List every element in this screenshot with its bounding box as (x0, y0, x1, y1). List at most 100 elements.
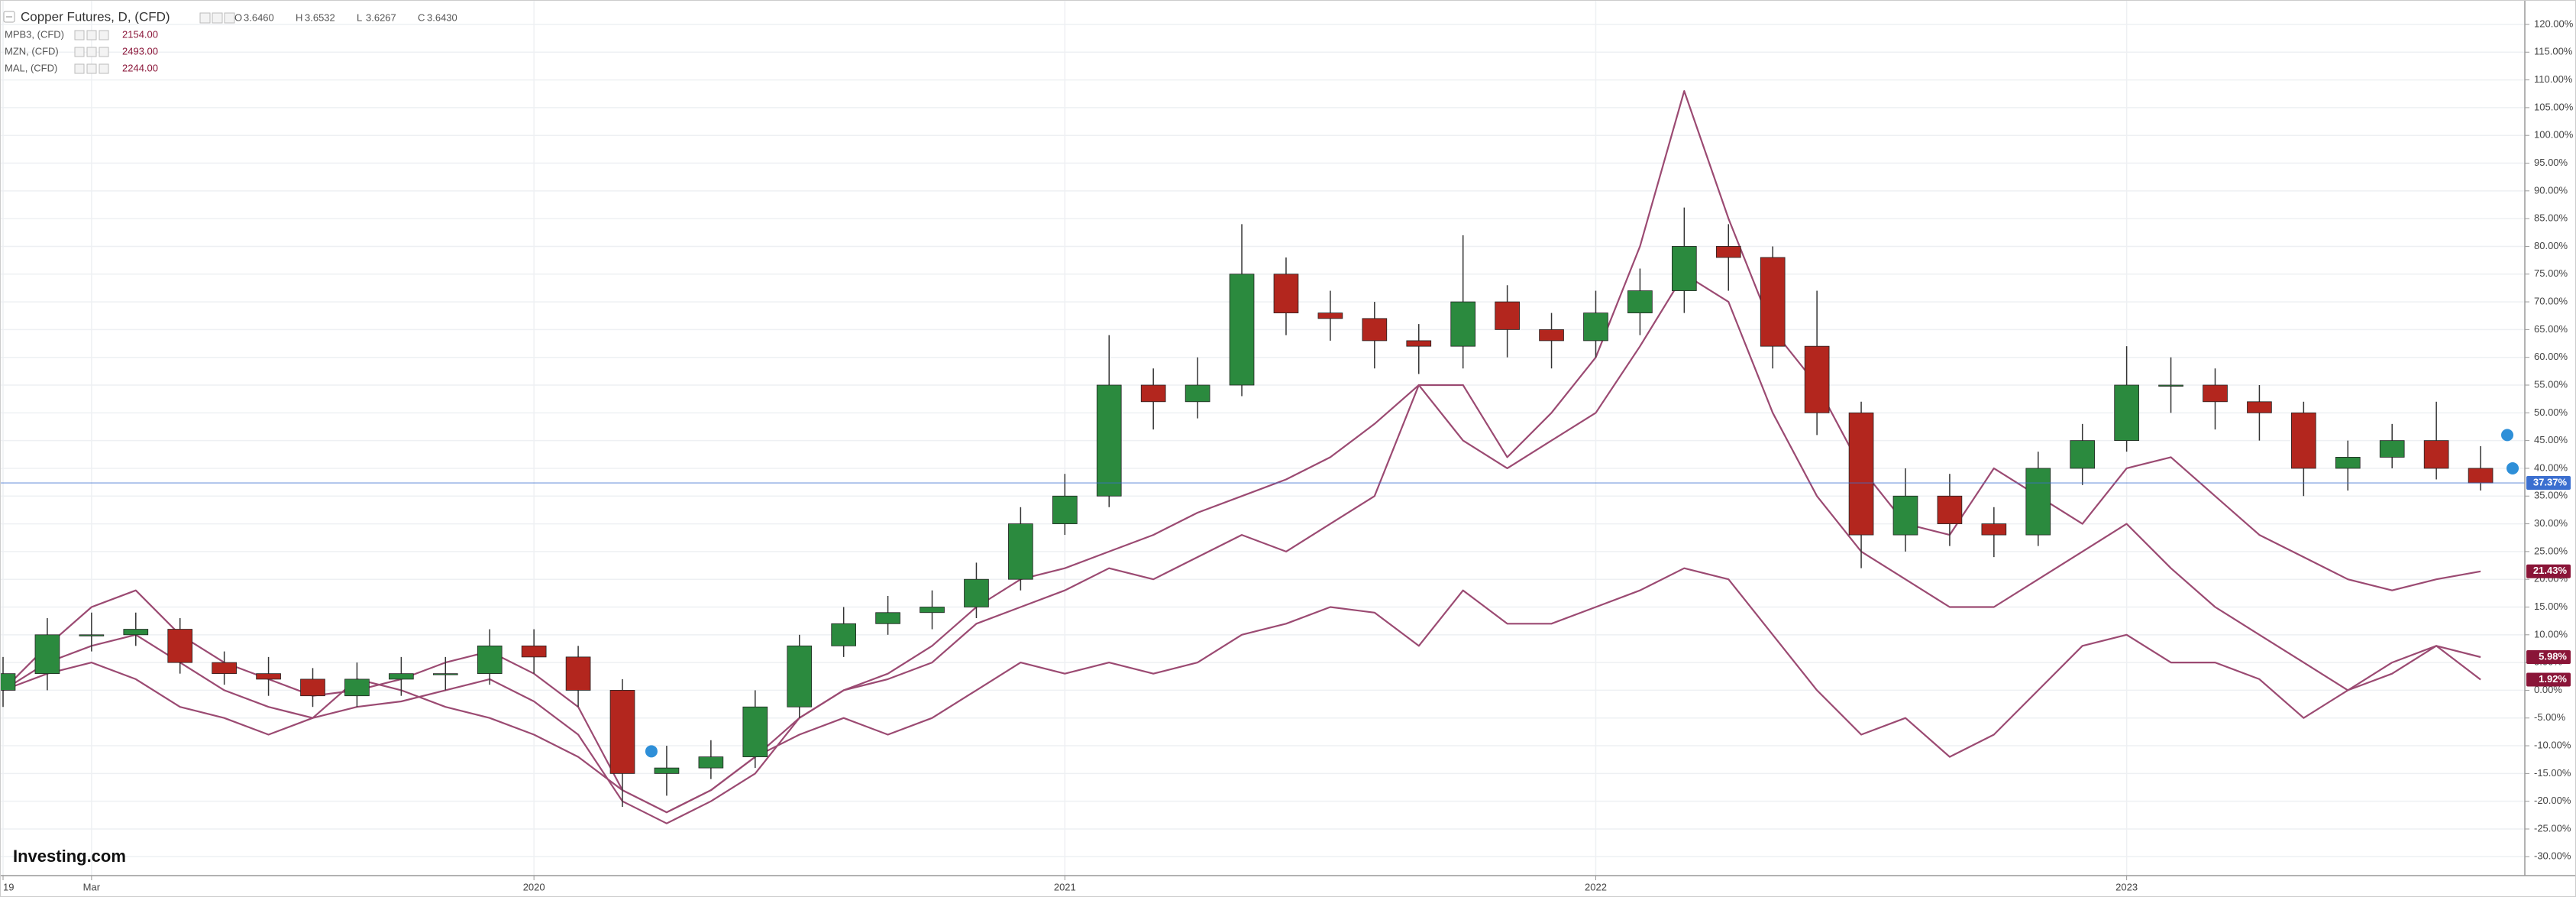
candle-body (2379, 440, 2405, 458)
y-tick-label: 45.00% (2534, 434, 2568, 445)
legend-button[interactable] (86, 30, 97, 40)
y-tick-label: -30.00% (2534, 850, 2571, 862)
price-badge (2526, 672, 2571, 687)
header-button[interactable] (199, 12, 211, 24)
price-badge (2526, 650, 2571, 665)
y-tick-label: 100.00% (2534, 129, 2574, 141)
legend-button[interactable] (74, 63, 85, 74)
candle-body (2158, 384, 2183, 387)
series-line (2, 567, 2481, 814)
event-marker[interactable] (645, 745, 658, 758)
series-line (2, 273, 2481, 824)
legend-button[interactable] (86, 47, 97, 57)
legend-name: MAL, (CFD) (5, 62, 57, 73)
candle-body (432, 673, 458, 675)
price-badge-label: 37.37% (2533, 476, 2568, 487)
candle-body (787, 645, 813, 708)
x-tick-label: 2023 (2115, 881, 2138, 892)
candle-body (1362, 318, 1388, 342)
event-marker-circle (2507, 461, 2519, 474)
quote-key: L (357, 11, 362, 23)
x-tick-label: 2020 (523, 881, 545, 892)
candle-body (123, 629, 149, 636)
quote: O 3.6460 H 3.6532 L 3.6267 C 3.6430 (199, 11, 457, 24)
quote-key: H (296, 11, 302, 23)
candle-body (1627, 290, 1653, 313)
candle-body (964, 578, 989, 607)
axes: -30.00% -25.00% -20.00% -15.00% -10.00% -5.00… (2, 18, 2574, 892)
candle-body (1185, 384, 1210, 403)
x-tick-label: 19 (3, 881, 14, 892)
y-tick-label: -25.00% (2534, 822, 2571, 834)
y-tick-label: 55.00% (2534, 378, 2568, 390)
y-tick-label: 50.00% (2534, 406, 2568, 418)
candle-body (875, 612, 900, 624)
candle-body (34, 634, 60, 675)
legend-button[interactable] (74, 47, 85, 57)
candle-body (389, 673, 414, 680)
candle-body (2114, 384, 2139, 442)
y-tick-label: 95.00% (2534, 157, 2568, 168)
y-tick-label: 85.00% (2534, 212, 2568, 224)
candle-body (1229, 274, 1255, 386)
legend-button[interactable] (99, 63, 109, 74)
candle-body (565, 656, 591, 691)
legend-button[interactable] (99, 30, 109, 40)
candle-body (256, 673, 281, 680)
candle-body (1937, 495, 1963, 524)
header-button[interactable] (212, 12, 223, 24)
y-tick-label: 10.00% (2534, 628, 2568, 640)
candle-body (344, 678, 370, 697)
legend-button[interactable] (74, 30, 85, 40)
candle-body (1052, 495, 1078, 524)
y-tick-label: 90.00% (2534, 184, 2568, 196)
legend-button[interactable] (99, 47, 109, 57)
price-badge-label: 21.43% (2533, 565, 2568, 576)
x-tick-label: Mar (83, 881, 101, 892)
candle-body (1715, 246, 1741, 258)
quote-key: O (234, 11, 242, 23)
candle-body (2203, 384, 2228, 403)
legend-name: MPB3, (CFD) (5, 28, 64, 40)
candle-body (831, 623, 856, 646)
y-tick-label: -20.00% (2534, 795, 2571, 806)
y-tick-label: 35.00% (2534, 490, 2568, 501)
y-tick-label: 105.00% (2534, 101, 2574, 112)
quote-value: 3.6460 (244, 11, 274, 23)
candle-body (2025, 468, 2051, 536)
legend-button[interactable] (86, 63, 97, 74)
legend: MPB3, (CFD) 2154.00 MZN, (CFD) 2493.00 MAL, … (5, 28, 158, 74)
y-tick-label: 75.00% (2534, 267, 2568, 279)
y-tick-label: 25.00% (2534, 545, 2568, 556)
collapse-icon[interactable] (3, 11, 15, 23)
candle-body (2423, 440, 2449, 469)
candle-body (1804, 345, 1830, 413)
y-tick-label: 0.00% (2534, 684, 2562, 695)
header-button[interactable] (224, 12, 235, 24)
header: Copper Futures, D, (CFD) O 3.6460 H 3.6532 L… (3, 9, 457, 74)
y-tick-label: 30.00% (2534, 517, 2568, 529)
candle-body (920, 607, 945, 614)
legend-name: MZN, (CFD) (5, 45, 59, 57)
y-tick-label: 60.00% (2534, 351, 2568, 362)
candle-body (79, 634, 105, 636)
chart-title: Copper Futures, D, (CFD) (21, 9, 170, 24)
right-axis-panel (2525, 0, 2576, 897)
quote-key: C (418, 11, 425, 23)
candle-body (609, 690, 635, 774)
event-marker[interactable] (2507, 461, 2519, 474)
candle-body (0, 673, 16, 691)
candle-body (2247, 401, 2272, 413)
candle-body (2335, 457, 2361, 469)
candle-body (300, 678, 325, 697)
event-marker[interactable] (2501, 429, 2513, 442)
candle-body (212, 662, 237, 675)
candle-body (477, 645, 503, 675)
quote-value: 3.6267 (366, 11, 396, 23)
y-tick-label: 80.00% (2534, 240, 2568, 251)
candle-body (1760, 257, 1786, 347)
candle-body (654, 767, 680, 774)
price-badge-label: 1.92% (2539, 673, 2567, 685)
